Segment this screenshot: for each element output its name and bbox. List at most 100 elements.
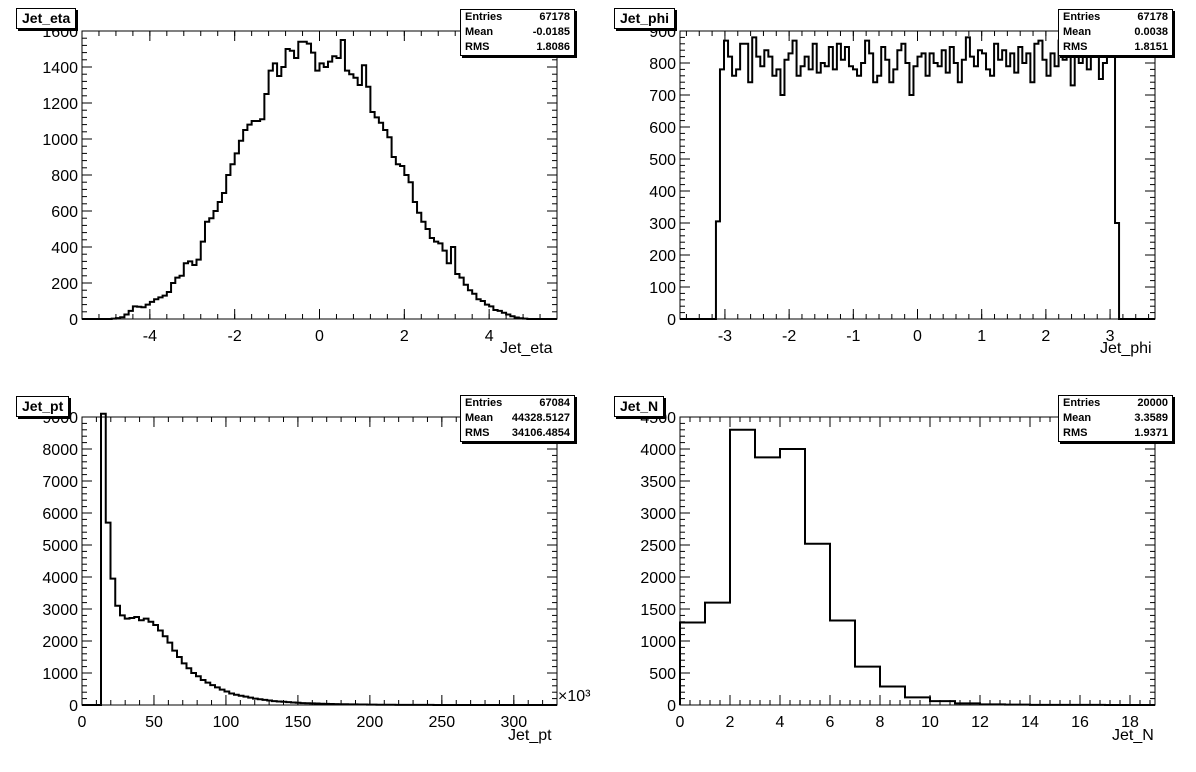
histogram-bin bbox=[481, 301, 485, 319]
histogram-bin bbox=[464, 285, 468, 319]
histogram-bin bbox=[172, 651, 177, 705]
stats-rms-value: 1.9371 bbox=[1134, 427, 1168, 439]
histogram-bin bbox=[222, 193, 226, 319]
histogram-bin bbox=[182, 663, 187, 705]
stats-box: Entries 20000 Mean 3.3589 RMS 1.9371 bbox=[1058, 395, 1173, 442]
stats-entries-label: Entries bbox=[1063, 11, 1101, 23]
histogram-bin bbox=[305, 703, 310, 705]
histogram-bin bbox=[413, 202, 417, 319]
histogram-bin bbox=[252, 121, 256, 319]
histogram-bin bbox=[922, 53, 926, 319]
histogram-outline bbox=[679, 428, 1155, 706]
histogram-bin bbox=[1014, 73, 1018, 319]
x-tick-label: 250 bbox=[428, 714, 455, 731]
histogram-bin bbox=[942, 50, 946, 319]
x-tick-label: 2 bbox=[400, 328, 409, 345]
histogram-bin bbox=[1030, 82, 1034, 319]
histogram-bin bbox=[901, 44, 905, 319]
histogram-bin bbox=[830, 621, 855, 705]
histogram-bin bbox=[235, 153, 239, 319]
x-axis-title: Jet_eta bbox=[500, 340, 553, 357]
histogram-bin bbox=[1026, 53, 1030, 319]
pad-jet-n: 0 500 1000 1500 2000 2500 3000 3500 4000 4500 0 2 4 6… bbox=[598, 386, 1196, 772]
stats-entries-value: 67084 bbox=[539, 397, 570, 409]
histogram-bin bbox=[1115, 223, 1119, 319]
histogram-bin bbox=[163, 636, 168, 705]
histogram-bin bbox=[716, 221, 720, 319]
x-axis-title: Jet_pt bbox=[508, 727, 552, 744]
histogram-bin bbox=[298, 42, 302, 319]
histogram-bin bbox=[353, 78, 357, 319]
histogram-bin bbox=[958, 82, 962, 319]
histogram-bin bbox=[239, 141, 243, 319]
histogram-bin bbox=[133, 306, 137, 319]
histogram-bin bbox=[980, 704, 1005, 705]
histogram-bin bbox=[966, 37, 970, 319]
x-tick-label: 0 bbox=[315, 328, 324, 345]
histogram-bin bbox=[1051, 53, 1055, 319]
stats-entries-label: Entries bbox=[465, 397, 503, 409]
y-tick-label: 800 bbox=[649, 56, 676, 73]
histogram-bin bbox=[853, 69, 857, 319]
y-tick-label: 0 bbox=[69, 698, 78, 715]
histogram-bin bbox=[885, 60, 889, 319]
histogram-bin bbox=[869, 53, 873, 319]
stats-mean-value: 44328.5127 bbox=[511, 412, 570, 424]
y-tick-label: 200 bbox=[51, 276, 78, 293]
histogram-bin bbox=[329, 704, 334, 705]
x-tick-label: 10 bbox=[921, 714, 939, 731]
histogram-bin bbox=[336, 58, 340, 319]
histogram-bin bbox=[400, 166, 404, 319]
histogram-bin bbox=[139, 620, 144, 705]
histogram-bin bbox=[918, 57, 922, 319]
histogram-bin bbox=[130, 618, 135, 705]
y-tick-label: 600 bbox=[649, 120, 676, 137]
histogram-bin bbox=[730, 430, 755, 705]
histogram-bin bbox=[990, 76, 994, 319]
histogram-bin bbox=[362, 65, 366, 319]
histogram-bin bbox=[247, 125, 251, 319]
histogram-bin bbox=[260, 119, 264, 319]
histogram-bin bbox=[310, 703, 315, 705]
y-tick-label: 400 bbox=[51, 240, 78, 257]
plot-frame bbox=[81, 416, 558, 706]
histogram-bin bbox=[341, 40, 345, 319]
y-tick-label: 3500 bbox=[640, 474, 676, 491]
histogram-bin bbox=[286, 49, 290, 319]
histogram-bin bbox=[303, 42, 307, 319]
histogram-bin bbox=[736, 69, 740, 319]
histogram-bin bbox=[430, 238, 434, 319]
histogram-bin bbox=[175, 278, 179, 319]
stats-mean-value: 0.0038 bbox=[1134, 26, 1168, 38]
histogram-bin bbox=[881, 47, 885, 319]
y-tick-label: 500 bbox=[649, 152, 676, 169]
y-tick-label: 0 bbox=[667, 698, 676, 715]
histogram-bin bbox=[116, 318, 120, 319]
x-tick-label: 1 bbox=[977, 328, 986, 345]
histogram-bin bbox=[307, 44, 311, 319]
histogram-bin bbox=[1010, 53, 1014, 319]
histogram-bin bbox=[732, 76, 736, 319]
histogram-bin bbox=[1107, 44, 1111, 319]
histogram-bin bbox=[383, 130, 387, 319]
pad-jet-pt: 0 1000 2000 3000 4000 5000 6000 7000 8000 9000 0 50… bbox=[0, 386, 598, 772]
histogram-bin bbox=[756, 57, 760, 319]
histogram-bin bbox=[833, 69, 837, 319]
x-tick-label: 18 bbox=[1121, 714, 1139, 731]
histogram-bin bbox=[764, 50, 768, 319]
histogram-outline bbox=[82, 39, 557, 320]
stats-entries-value: 67178 bbox=[1137, 11, 1168, 23]
histogram-bin bbox=[1022, 63, 1026, 319]
histogram-bin bbox=[954, 63, 958, 319]
histogram-bin bbox=[455, 274, 459, 319]
histogram-bin bbox=[106, 523, 111, 705]
histogram-bin bbox=[332, 56, 336, 319]
histogram-bin bbox=[201, 242, 205, 319]
histogram-bin bbox=[239, 696, 244, 705]
histogram-bin bbox=[849, 66, 853, 319]
histogram-bin bbox=[893, 69, 897, 319]
histogram-bin bbox=[296, 703, 301, 705]
histogram-bin bbox=[857, 76, 861, 319]
